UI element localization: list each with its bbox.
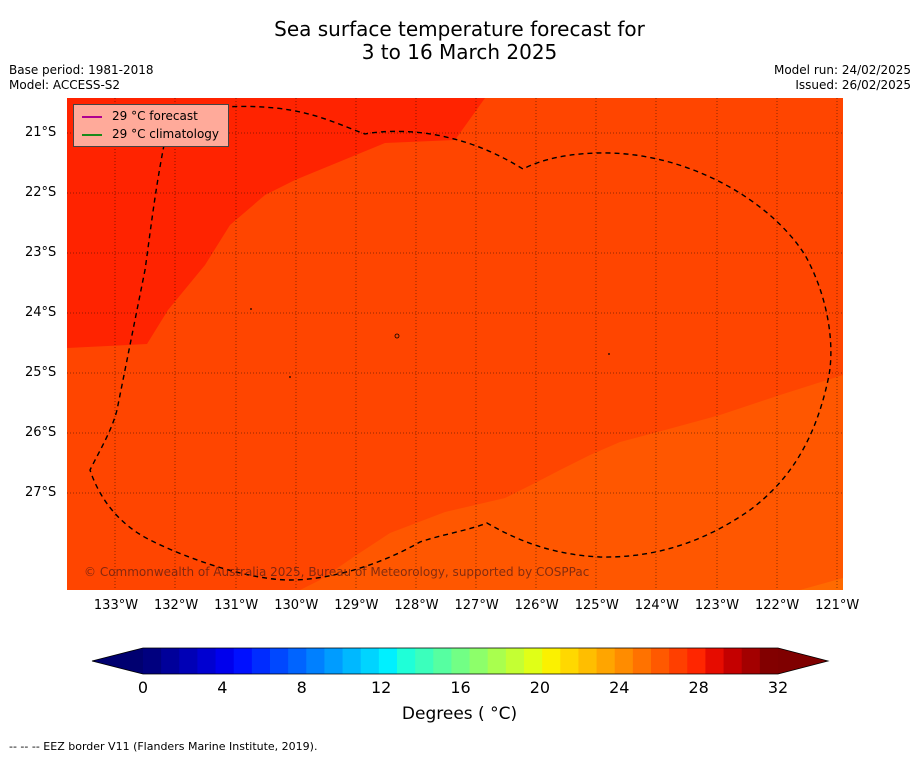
colorbar-swatch	[342, 648, 362, 674]
colorbar-swatch	[759, 648, 779, 674]
legend-forecast-label: 29 °C forecast	[112, 109, 198, 123]
colorbar-swatch	[524, 648, 543, 674]
eez-border	[89, 105, 832, 581]
colorbar-swatch	[215, 648, 235, 674]
colorbar-swatch	[397, 648, 416, 674]
longitude-label: 121°W	[815, 598, 860, 613]
longitude-label: 127°W	[454, 598, 499, 613]
colorbar-swatch	[669, 648, 688, 674]
colorbar-tick-label: 4	[217, 678, 228, 697]
longitude-label: 125°W	[574, 598, 619, 613]
colorbar-tick-label: 0	[137, 678, 149, 697]
map-legend: 29 °C forecast 29 °C climatology	[73, 104, 229, 147]
colorbar-swatch	[378, 648, 398, 674]
colorbar-tick-label: 8	[296, 678, 307, 697]
colorbar-tick-label: 32	[767, 678, 789, 697]
longitude-label: 133°W	[93, 598, 139, 613]
colorbar-swatch	[469, 648, 489, 674]
colorbar-swatch	[360, 648, 380, 674]
colorbar-swatch	[324, 648, 344, 674]
colorbar-swatch	[251, 648, 271, 674]
latitude-label: 23°S	[25, 245, 57, 260]
legend-forecast: 29 °C forecast	[82, 108, 198, 124]
longitude-label: 126°W	[514, 598, 559, 613]
eez-footnote: -- -- -- EEZ border V11 (Flanders Marine…	[9, 740, 318, 753]
longitude-label: 123°W	[694, 598, 740, 613]
colorbar-swatch	[306, 648, 326, 674]
colorbar-swatch	[143, 648, 162, 674]
colorbar-swatch	[596, 648, 616, 674]
colorbar-swatch	[651, 648, 670, 674]
longitude-label: 131°W	[214, 598, 259, 613]
colorbar-tick-label: 20	[529, 678, 551, 697]
legend-climatology-label: 29 °C climatology	[112, 127, 220, 141]
colorbar-tick-label: 24	[609, 678, 630, 697]
colorbar-swatch	[614, 648, 634, 674]
sst-zone-coolest	[800, 578, 843, 590]
colorbar-swatch	[723, 648, 743, 674]
colorbar-swatch	[632, 648, 652, 674]
colorbar-swatch	[288, 648, 307, 674]
island-marker	[250, 308, 252, 310]
colorbar-under-arrow	[92, 648, 143, 674]
longitude-label: 132°W	[154, 598, 199, 613]
forecast-line-swatch	[82, 115, 102, 118]
colorbar-swatch	[415, 648, 434, 674]
climatology-line-swatch	[82, 133, 102, 136]
sst-zone-cooler	[300, 375, 843, 590]
colorbar-tick-label: 28	[688, 678, 709, 697]
legend-climatology: 29 °C climatology	[82, 126, 219, 142]
colorbar-swatch	[705, 648, 725, 674]
latitude-label: 26°S	[25, 425, 57, 440]
colorbar-swatch	[433, 648, 453, 674]
island-marker	[394, 333, 400, 339]
longitude-label: 129°W	[334, 598, 379, 613]
colorbar-swatch	[687, 648, 707, 674]
issued-date: Issued: 26/02/2025	[795, 78, 911, 92]
colorbar-swatch	[451, 648, 471, 674]
colorbar-tick-label: 12	[370, 678, 392, 697]
colorbar-swatch	[197, 648, 217, 674]
colorbar-swatch	[179, 648, 199, 674]
title-line-2: 3 to 16 March 2025	[361, 40, 558, 64]
colorbar-swatch	[270, 648, 289, 674]
colorbar-tick-label: 16	[450, 678, 471, 697]
map-title: Sea surface temperature forecast for 3 t…	[0, 18, 919, 64]
copyright-notice: © Commonwealth of Australia 2025, Bureau…	[84, 565, 590, 579]
meta-right: Model run: 24/02/2025 Issued: 26/02/2025	[774, 63, 911, 93]
sst-zone-hot	[67, 98, 485, 348]
colorbar-swatch	[560, 648, 580, 674]
colorbar-swatch	[161, 648, 180, 674]
colorbar-outline	[91, 647, 830, 675]
latitude-label: 22°S	[25, 185, 57, 200]
longitude-label: 128°W	[394, 598, 439, 613]
model-run: Model run: 24/02/2025	[773, 63, 911, 77]
colorbar-swatch	[741, 648, 761, 674]
longitude-label: 130°W	[274, 598, 319, 613]
colorbar-swatch	[578, 648, 598, 674]
colorbar-swatch	[487, 648, 507, 674]
model-name: Model: ACCESS-S2	[9, 78, 121, 92]
colorbar-swatch	[542, 648, 561, 674]
latitude-label: 27°S	[25, 485, 57, 500]
meta-left: Base period: 1981-2018 Model: ACCESS-S2	[9, 63, 154, 93]
island-marker	[608, 353, 610, 355]
colorbar-swatch	[505, 648, 525, 674]
island-marker	[289, 376, 291, 378]
colorbar-swatch	[233, 648, 253, 674]
base-period: Base period: 1981-2018	[9, 63, 154, 77]
longitude-label: 124°W	[634, 598, 679, 613]
colorbar	[91, 647, 830, 675]
longitude-label: 122°W	[755, 598, 800, 613]
latitude-label: 21°S	[25, 125, 57, 140]
colorbar-title: Degrees ( °C)	[401, 704, 518, 724]
title-line-1: Sea surface temperature forecast for	[274, 17, 645, 41]
latitude-label: 25°S	[25, 365, 57, 380]
colorbar-over-arrow	[778, 648, 828, 674]
latitude-label: 24°S	[25, 305, 57, 320]
